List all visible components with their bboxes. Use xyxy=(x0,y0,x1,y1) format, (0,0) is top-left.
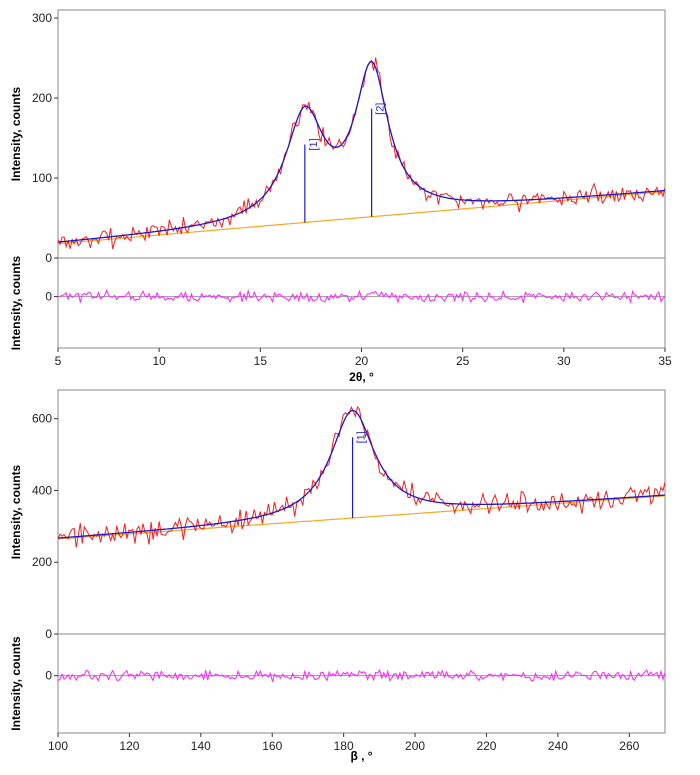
residual-plot-frame xyxy=(57,257,666,349)
background-line xyxy=(58,495,665,540)
peak-label-1: [1] xyxy=(308,138,320,150)
residual-plot-frame xyxy=(57,633,666,734)
observed-line xyxy=(58,405,665,548)
y-tick-label: 0 xyxy=(45,251,52,265)
y-tick-label: 0 xyxy=(45,627,52,641)
fit-line xyxy=(58,409,665,539)
x-tick-label: 25 xyxy=(456,354,470,368)
y-tick-label: 600 xyxy=(32,412,52,426)
x-tick-label: 100 xyxy=(48,739,68,753)
y-tick-label: 200 xyxy=(32,91,52,105)
residual-y-tick-label: 0 xyxy=(45,290,52,304)
residual-line xyxy=(57,288,666,304)
residual-y-axis-label: Intensity, counts xyxy=(9,636,23,731)
y-tick-label: 100 xyxy=(32,171,52,185)
x-tick-label: 10 xyxy=(152,354,166,368)
residual-y-tick-label: 0 xyxy=(45,669,52,683)
x-tick-label: 120 xyxy=(119,739,139,753)
x-tick-label: 20 xyxy=(355,354,369,368)
fit-line xyxy=(58,60,665,243)
x-tick-label: 140 xyxy=(191,739,211,753)
x-tick-label: 160 xyxy=(262,739,282,753)
x-tick-label: 35 xyxy=(658,354,672,368)
y-tick-label: 400 xyxy=(32,483,52,497)
peak-label-1: [1] xyxy=(356,431,368,443)
x-axis-label: β , ° xyxy=(350,749,372,763)
x-axis-label: 2θ, ° xyxy=(349,370,374,384)
peak-label-2: [2] xyxy=(375,103,387,115)
x-tick-label: 260 xyxy=(619,739,639,753)
x-tick-label: 200 xyxy=(405,739,425,753)
chart-2: 0 200 400 600 0 100 120 140 160 180 200 220 240 260 β … xyxy=(9,389,666,763)
x-tick-label: 180 xyxy=(334,739,354,753)
residual-y-axis-label: Intensity, counts xyxy=(9,255,23,350)
x-tick-label: 15 xyxy=(254,354,268,368)
y-axis-label: Intensity, counts xyxy=(9,464,23,559)
x-tick-label: 5 xyxy=(55,354,62,368)
main-plot-frame xyxy=(57,9,666,259)
residual-line xyxy=(57,668,666,682)
x-tick-label: 240 xyxy=(548,739,568,753)
main-plot-frame xyxy=(57,389,666,635)
y-axis-label: Intensity, counts xyxy=(9,86,23,181)
y-tick-label: 200 xyxy=(32,555,52,569)
x-tick-label: 220 xyxy=(476,739,496,753)
x-tick-label: 30 xyxy=(557,354,571,368)
y-tick-label: 300 xyxy=(32,11,52,25)
chart-1: 0 100 200 300 0 5 10 15 20 25 30 35 2θ, ° Intensity, … xyxy=(9,9,672,384)
